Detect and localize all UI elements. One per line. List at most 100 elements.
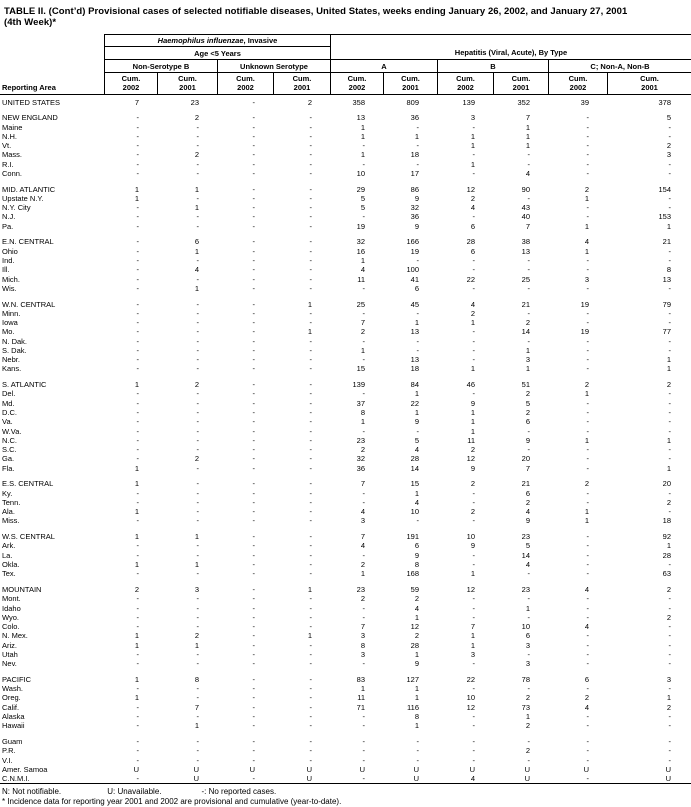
data-cell: - [136, 603, 140, 613]
data-cell: - [309, 649, 313, 659]
data-cell: - [136, 237, 140, 247]
data-cell: - [362, 308, 366, 318]
data-cell: - [136, 488, 140, 498]
data-cell: 23 [356, 435, 365, 445]
data-cell: - [668, 640, 672, 650]
hib-title-italic: Haemophilus influenzae [157, 36, 244, 45]
row-label: Idaho [2, 603, 21, 613]
data-cell: - [196, 318, 200, 328]
data-cell: 4 [194, 265, 199, 275]
data-cell: 1 [470, 640, 475, 650]
row-label: Mont. [2, 594, 21, 604]
data-cell: 14 [521, 327, 530, 337]
table-row: Ohio - 1 - - 16 19 6 13 1 - [0, 247, 691, 256]
data-cell: 1 [470, 364, 475, 374]
data-cell: 84 [410, 380, 419, 390]
data-cell: - [136, 113, 140, 123]
data-cell: - [196, 308, 200, 318]
data-cell: - [472, 711, 476, 721]
cum-header-cell-7: Cum. 2002 [437, 73, 493, 94]
data-cell: 154 [658, 184, 671, 194]
data-cell: 11 [467, 435, 475, 445]
data-cell: 79 [662, 299, 671, 309]
data-cell: - [196, 488, 200, 498]
data-cell: - [586, 131, 590, 141]
data-cell: 1 [470, 426, 475, 436]
data-cell: - [252, 389, 256, 399]
data-cell: - [252, 336, 256, 346]
data-cell: 19 [410, 246, 419, 256]
data-cell: - [252, 454, 256, 464]
data-cell: 1 [307, 327, 312, 337]
data-cell: - [196, 426, 200, 436]
data-cell: 7 [194, 702, 199, 712]
table-row: E.N. CENTRAL - 6 - - 32 166 28 38 4 21 [0, 237, 691, 246]
data-cell: 4 [584, 584, 589, 594]
table-row: Wash. - - - - 1 1 - - - - [0, 684, 691, 693]
data-cell: - [416, 141, 420, 151]
row-label: Wyo. [2, 612, 20, 622]
data-cell: U [665, 774, 671, 784]
data-cell: 7 [360, 318, 365, 328]
row-label: N.J. [2, 212, 16, 222]
data-cell: 1 [584, 221, 589, 231]
data-cell: 809 [406, 97, 419, 107]
header-row-top: Haemophilus influenzae, Invasive Age <5 … [0, 34, 691, 60]
data-cell: - [196, 193, 200, 203]
data-cell: - [252, 541, 256, 551]
row-label: Utah [2, 649, 18, 659]
data-cell: - [309, 594, 313, 604]
data-cell: - [136, 318, 140, 328]
data-cell: 2 [470, 507, 475, 517]
data-cell: - [586, 721, 590, 731]
data-cell: U [306, 774, 312, 784]
data-cell: - [252, 702, 256, 712]
table-row: R.I. - - - - - - 1 - - - [0, 160, 691, 169]
data-cell: 22 [466, 674, 475, 684]
data-cell: - [416, 122, 420, 132]
data-cell: 8 [360, 640, 365, 650]
data-cell: - [309, 274, 313, 284]
data-cell: 9 [414, 550, 419, 560]
data-cell: - [527, 193, 531, 203]
data-cell: 1 [134, 532, 139, 542]
data-cell: - [252, 550, 256, 560]
table-row: Wyo. - - - - - 1 - - - 2 [0, 613, 691, 622]
data-cell: - [309, 463, 313, 473]
data-cell: - [362, 721, 366, 731]
data-cell: - [309, 622, 313, 632]
data-cell: - [416, 255, 420, 265]
data-cell: 7 [360, 479, 365, 489]
table-header: Haemophilus influenzae, Invasive Age <5 … [0, 34, 691, 95]
data-cell: 1 [134, 463, 139, 473]
data-cell: - [196, 445, 200, 455]
data-cell: - [252, 603, 256, 613]
data-cell: 23 [190, 97, 199, 107]
data-cell: - [668, 631, 672, 641]
data-cell: 19 [580, 327, 589, 337]
data-cell: 6 [194, 237, 199, 247]
data-cell: 10 [521, 622, 530, 632]
data-cell: 100 [406, 265, 419, 275]
data-cell: - [586, 594, 590, 604]
data-cell: - [472, 746, 476, 756]
data-cell: 1 [134, 479, 139, 489]
data-cell: - [362, 774, 366, 784]
table-row: Mont. - - - - 2 2 - - - - [0, 594, 691, 603]
data-cell: - [309, 721, 313, 731]
data-cell: - [252, 265, 256, 275]
data-cell: - [309, 479, 313, 489]
data-cell: - [586, 736, 590, 746]
data-cell: 12 [466, 584, 475, 594]
data-cell: - [196, 327, 200, 337]
data-cell: - [252, 184, 256, 194]
data-cell: - [196, 569, 200, 579]
row-label: Va. [2, 417, 13, 427]
row-label: C.N.M.I. [2, 774, 30, 784]
group-label-hep-a: A [330, 60, 437, 73]
table-row: MID. ATLANTIC 1 1 - - 29 86 12 90 2 154 [0, 185, 691, 194]
table-row: Guam - - - - - - - - - - [0, 737, 691, 746]
data-cell: U [583, 764, 589, 774]
table-row: W.N. CENTRAL - - - 1 25 45 4 21 19 79 [0, 300, 691, 309]
cum-header-cell-4: Cum. 2001 [273, 73, 330, 94]
